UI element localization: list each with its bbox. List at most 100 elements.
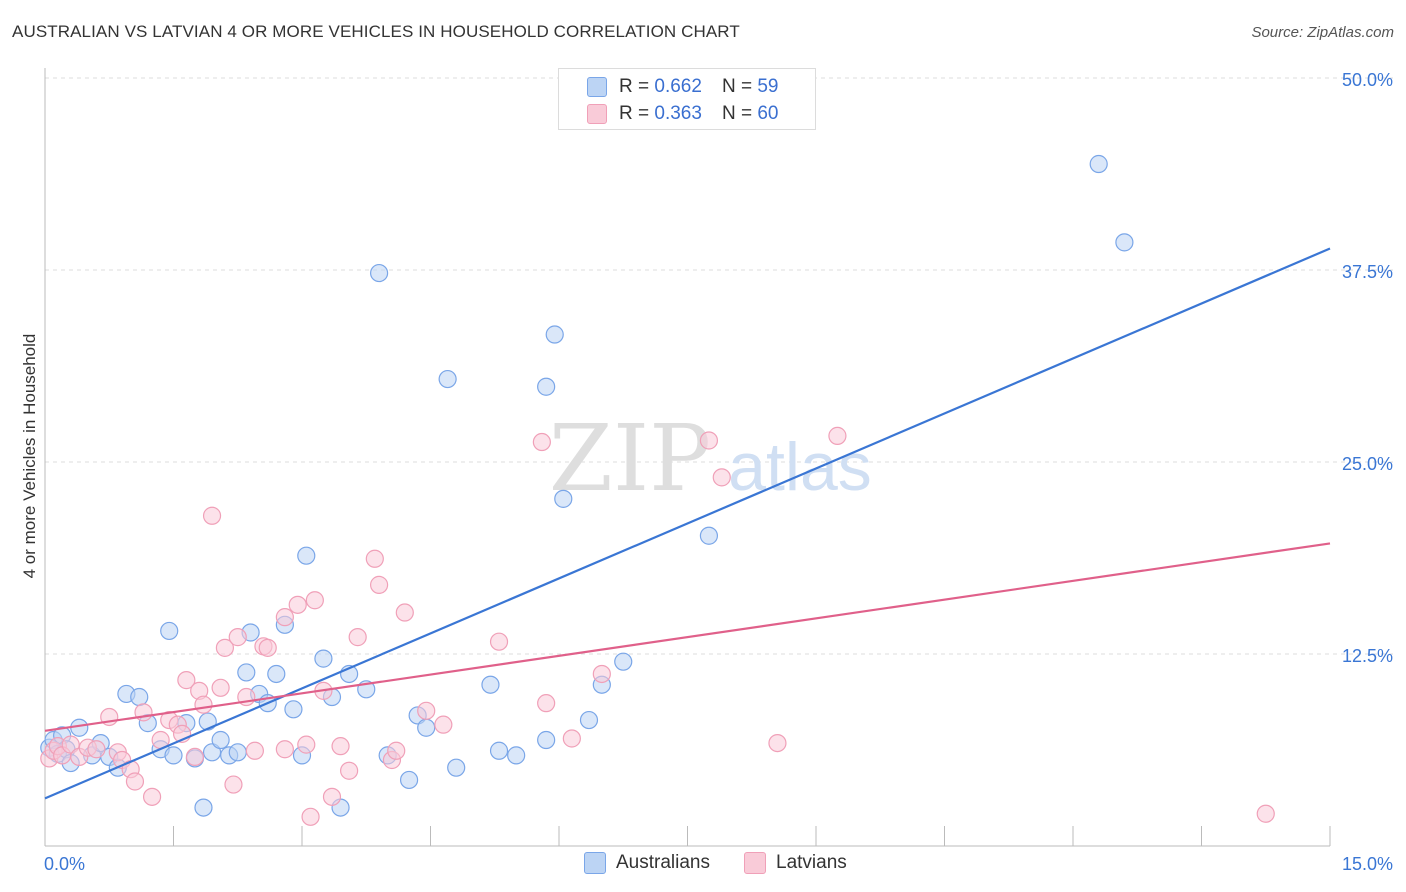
n-label: N =: [721, 103, 753, 124]
data-point-latvians: [828, 426, 847, 445]
gridlines: [45, 77, 1395, 655]
data-point-latvians: [125, 772, 145, 791]
data-point-latvians: [61, 735, 80, 754]
data-point-latvians: [288, 595, 307, 614]
data-point-australians: [194, 798, 213, 817]
data-point-latvians: [370, 575, 389, 594]
legend-series: Australians Latvians: [584, 852, 881, 874]
data-point-latvians: [592, 664, 611, 684]
y-tick-label: 25.0%: [1342, 454, 1393, 474]
data-point-latvians: [305, 591, 324, 610]
data-point-latvians: [185, 747, 205, 767]
australians-swatch: [584, 852, 606, 874]
latvians-swatch: [587, 104, 607, 124]
data-point-australians: [228, 743, 247, 762]
data-point-latvians: [348, 628, 367, 647]
r-label: R =: [619, 103, 650, 124]
data-point-latvians: [532, 432, 551, 452]
data-point-australians: [507, 746, 526, 765]
data-point-latvians: [322, 787, 342, 806]
data-point-latvians: [331, 737, 350, 756]
data-point-latvians: [224, 775, 243, 794]
data-point-australians: [537, 377, 556, 396]
data-point-latvians: [245, 741, 264, 760]
data-point-australians: [537, 730, 556, 750]
data-point-latvians: [537, 694, 556, 713]
data-point-latvians: [699, 431, 719, 450]
data-point-latvians: [1256, 804, 1275, 823]
y-tick-label: 50.0%: [1342, 70, 1393, 90]
trendline-latvians: [44, 542, 1331, 732]
data-point-australians: [211, 730, 230, 750]
data-point-australians: [130, 687, 149, 707]
data-point-australians: [1089, 154, 1108, 174]
data-point-australians: [164, 746, 183, 765]
data-point-latvians: [258, 638, 277, 657]
data-point-australians: [267, 664, 286, 684]
source-label: Source: ZipAtlas.com: [1251, 24, 1394, 41]
data-point-australians: [579, 710, 599, 730]
data-point-australians: [237, 663, 256, 682]
data-point-latvians: [417, 701, 436, 720]
legend-label: Latvians: [776, 852, 847, 873]
r-label: R =: [619, 76, 650, 97]
data-point-latvians: [562, 729, 581, 748]
data-point-latvians: [297, 735, 316, 754]
r-value: 0.662: [654, 76, 702, 97]
data-point-australians: [399, 770, 419, 790]
data-point-australians: [554, 489, 573, 508]
data-point-latvians: [365, 549, 384, 568]
data-point-australians: [447, 758, 466, 777]
legend-stats: R = 0.662 N = 59 R = 0.363 N = 60: [558, 68, 816, 130]
data-point-latvians: [489, 632, 509, 651]
data-point-latvians: [712, 468, 731, 487]
trendlines: [44, 247, 1331, 800]
watermark: ZIP atlas: [549, 405, 872, 512]
data-point-australians: [160, 621, 179, 641]
data-point-australians: [202, 743, 222, 762]
data-point-latvians: [434, 715, 453, 734]
legend-row-latvians: R = 0.363 N = 60: [587, 101, 778, 127]
data-point-latvians: [301, 807, 320, 826]
axes: [44, 68, 1331, 847]
data-point-latvians: [215, 638, 234, 657]
data-point-latvians: [768, 733, 787, 753]
data-point-latvians: [395, 603, 414, 622]
data-point-australians: [438, 369, 457, 389]
data-point-australians: [314, 649, 333, 668]
data-point-latvians: [275, 740, 294, 759]
data-point-australians: [284, 700, 303, 719]
data-point-australians: [198, 712, 217, 731]
chart-title: AUSTRALIAN VS LATVIAN 4 OR MORE VEHICLES…: [12, 22, 740, 41]
data-point-latvians: [177, 671, 196, 690]
data-point-latvians: [387, 741, 406, 760]
watermark-zip: ZIP: [549, 405, 711, 512]
y-tick-label: 12.5%: [1342, 646, 1393, 666]
trendline-australians: [44, 247, 1331, 800]
data-point-australians: [545, 325, 564, 344]
data-point-australians: [614, 652, 633, 671]
data-point-australians: [1115, 233, 1134, 252]
data-point-latvians: [142, 787, 162, 806]
legend-item-latvians[interactable]: Latvians: [744, 852, 847, 874]
data-point-latvians: [340, 761, 359, 780]
data-point-australians: [481, 675, 500, 694]
tick-labels: 12.5% 25.0% 37.5% 50.0% 0.0% 15.0%: [44, 70, 1393, 874]
x-tick-label: 0.0%: [44, 854, 85, 874]
data-point-australians: [370, 263, 389, 283]
n-value: 59: [757, 76, 779, 97]
data-point-australians: [297, 546, 316, 565]
data-point-latvians: [194, 695, 213, 714]
australians-swatch: [587, 77, 607, 97]
y-tick-label: 37.5%: [1342, 262, 1393, 282]
r-value: 0.363: [654, 103, 702, 124]
data-point-latvians: [202, 506, 222, 525]
data-point-latvians: [228, 628, 247, 647]
legend-label: Australians: [616, 852, 710, 873]
data-point-australians: [417, 718, 436, 737]
data-point-latvians: [211, 678, 230, 697]
legend-item-australians[interactable]: Australians: [584, 852, 710, 874]
data-point-australians: [489, 741, 509, 760]
data-point-latvians: [275, 608, 294, 627]
